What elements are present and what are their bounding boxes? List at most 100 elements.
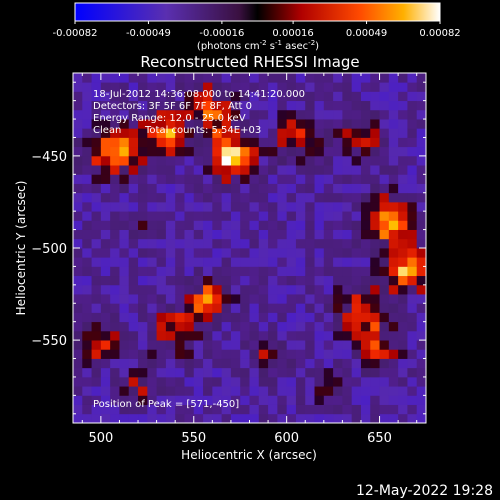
- heatmap-cell: [351, 367, 362, 378]
- heatmap-cell: [360, 349, 371, 359]
- heatmap-cell: [240, 266, 250, 277]
- heatmap-cell: [258, 349, 269, 359]
- heatmap-cell: [100, 367, 111, 378]
- heatmap-cell: [370, 229, 380, 240]
- heatmap-cell: [388, 349, 399, 359]
- heatmap-cell: [360, 211, 371, 221]
- heatmap-cell: [230, 73, 241, 83]
- heatmap-cell: [379, 395, 390, 405]
- annotation-energy-range: Energy Range: 12.0 - 25.0 keV: [93, 113, 246, 124]
- heatmap-cell: [193, 119, 204, 129]
- heatmap-cell: [128, 229, 139, 240]
- heatmap-cell: [184, 312, 195, 323]
- heatmap-cell: [147, 349, 158, 359]
- heatmap-cell: [165, 82, 176, 92]
- heatmap-cell: [351, 413, 362, 423]
- heatmap-cell: [360, 119, 371, 129]
- heatmap-cell: [249, 303, 260, 313]
- heatmap-cell: [138, 109, 148, 120]
- heatmap-cell: [147, 330, 158, 341]
- heatmap-cell: [138, 211, 148, 221]
- heatmap-cell: [221, 413, 232, 423]
- heatmap-cell: [342, 128, 353, 138]
- heatmap-cell: [305, 201, 315, 212]
- heatmap-cell: [388, 229, 399, 240]
- heatmap-cell: [351, 340, 362, 350]
- heatmap-cell: [286, 201, 297, 212]
- heatmap-cell: [305, 275, 315, 286]
- heatmap-cell: [351, 303, 362, 313]
- heatmap-cell: [286, 229, 297, 240]
- heatmap-cell: [184, 73, 195, 83]
- heatmap-cell: [230, 109, 241, 120]
- heatmap-cell: [407, 294, 418, 304]
- heatmap-cell: [193, 201, 204, 212]
- heatmap-cell: [351, 386, 362, 396]
- heatmap-cell: [165, 100, 176, 111]
- heatmap-cell: [212, 349, 223, 359]
- heatmap-cell: [240, 174, 250, 184]
- heatmap-cell: [240, 275, 250, 286]
- heatmap-cell: [379, 321, 390, 332]
- heatmap-cell: [351, 220, 362, 230]
- heatmap-cell: [314, 413, 325, 423]
- heatmap-cell: [249, 340, 260, 350]
- heatmap-cell: [351, 174, 362, 184]
- heatmap-cell: [295, 349, 306, 359]
- heatmap-cell: [416, 146, 426, 157]
- heatmap-cell: [203, 174, 213, 184]
- heatmap-cell: [156, 192, 167, 203]
- heatmap-cell: [184, 248, 195, 258]
- heatmap-cell: [379, 266, 390, 277]
- heatmap-cell: [258, 395, 269, 405]
- heatmap-cell: [379, 413, 390, 423]
- heatmap-cell: [351, 73, 362, 83]
- heatmap-cell: [407, 183, 418, 194]
- heatmap-cell: [323, 128, 334, 138]
- heatmap-cell: [240, 386, 250, 396]
- heatmap-cell: [128, 330, 139, 341]
- heatmap-cell: [203, 294, 213, 304]
- heatmap-cell: [351, 404, 362, 415]
- heatmap-cell: [73, 220, 83, 230]
- heatmap-cell: [100, 330, 111, 341]
- heatmap-cell: [379, 294, 390, 304]
- heatmap-cell: [165, 119, 176, 129]
- heatmap-cell: [73, 165, 83, 175]
- heatmap-cell: [193, 174, 204, 184]
- heatmap-cell: [407, 201, 418, 212]
- heatmap-cell: [73, 284, 83, 295]
- heatmap-cell: [314, 165, 325, 175]
- heatmap-cell: [370, 395, 380, 405]
- heatmap-cell: [277, 137, 288, 148]
- heatmap-cell: [193, 91, 204, 102]
- heatmap-cell: [110, 248, 120, 258]
- heatmap-cell: [370, 404, 380, 415]
- heatmap-cell: [147, 73, 158, 83]
- heatmap-cell: [165, 238, 176, 249]
- heatmap-cell: [388, 330, 399, 341]
- heatmap-cell: [370, 284, 380, 295]
- heatmap-cell: [91, 109, 102, 120]
- heatmap-cell: [203, 73, 213, 83]
- heatmap-cell: [110, 257, 120, 267]
- heatmap-cell: [221, 109, 232, 120]
- heatmap-cell: [360, 174, 371, 184]
- heatmap-cell: [333, 248, 343, 258]
- heatmap-cell: [388, 211, 399, 221]
- heatmap-cell: [295, 266, 306, 277]
- heatmap-cell: [203, 312, 213, 323]
- heatmap-cell: [314, 201, 325, 212]
- heatmap-cell: [416, 248, 426, 258]
- heatmap-cell: [286, 321, 297, 332]
- heatmap-cell: [249, 294, 260, 304]
- heatmap-cell: [295, 128, 306, 138]
- heatmap-cell: [203, 248, 213, 258]
- heatmap-cell: [110, 321, 120, 332]
- colorbar-tick-label: 0.00082: [419, 28, 460, 39]
- heatmap-cell: [165, 91, 176, 102]
- heatmap-cell: [82, 266, 92, 277]
- heatmap-cell: [351, 137, 362, 148]
- heatmap-cell: [314, 109, 325, 120]
- heatmap-cell: [165, 386, 176, 396]
